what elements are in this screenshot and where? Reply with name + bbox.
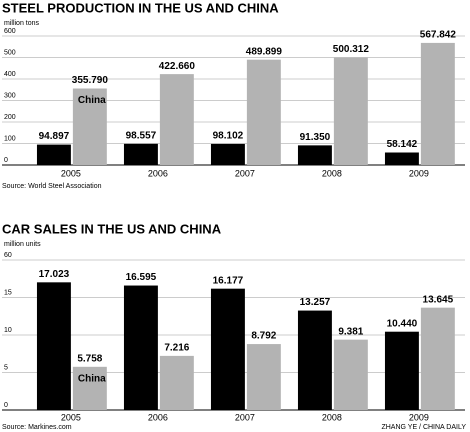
value-label: 16.177 (213, 275, 244, 286)
bar (246, 344, 281, 410)
bar (333, 57, 368, 165)
value-label: 422.660 (159, 61, 196, 72)
bar (420, 42, 455, 165)
bar (36, 144, 71, 165)
value-label: 500.312 (333, 44, 370, 55)
x-tick-label: 2006 (148, 412, 168, 422)
credit: ZHANG YE / CHINA DAILY (381, 424, 466, 431)
bar (36, 282, 71, 410)
x-tick-label: 2008 (322, 168, 342, 178)
value-label: 7.216 (164, 343, 189, 354)
value-label: 98.557 (126, 130, 157, 141)
value-label: 91.350 (300, 132, 331, 143)
value-label: 9.381 (338, 326, 363, 337)
x-tick-label: 2007 (235, 168, 255, 178)
y-tick-label: 400 (4, 71, 16, 78)
y-tick-label: 0 (4, 157, 8, 164)
y-tick-label: 300 (4, 92, 16, 99)
value-label: 8.792 (251, 331, 276, 342)
y-tick-label: 600 (4, 28, 16, 35)
y-tick-label: 0 (4, 402, 8, 409)
chart-title: STEEL PRODUCTION IN THE US AND CHINA (2, 0, 279, 15)
y-tick-label: 500 (4, 49, 16, 56)
subtitle: million tons (4, 20, 40, 27)
y-tick-label: 60 (4, 252, 12, 259)
value-label: 94.897 (39, 131, 70, 142)
bar (297, 145, 332, 165)
x-tick-label: 2008 (322, 412, 342, 422)
value-label: 489.899 (246, 46, 283, 57)
value-label: 13.645 (423, 294, 454, 305)
bar (420, 307, 455, 410)
bar (159, 74, 194, 165)
value-label: 567.842 (420, 30, 457, 41)
bar (72, 366, 107, 410)
x-tick-label: 2009 (409, 412, 429, 422)
bar (333, 339, 368, 410)
bar (159, 355, 194, 410)
bar (384, 152, 419, 165)
x-tick-label: 2009 (409, 168, 429, 178)
x-tick-label: 2005 (61, 168, 81, 178)
x-tick-label: 2007 (235, 412, 255, 422)
y-tick-label: 100 (4, 135, 16, 142)
legend-label: China (78, 373, 106, 384)
legend-label: US (41, 395, 55, 406)
value-label: 13.257 (300, 297, 331, 308)
bar (72, 88, 107, 165)
y-tick-label: 10 (4, 327, 12, 334)
value-label: 17.023 (39, 269, 70, 280)
source: Source: World Steel Association (2, 183, 102, 190)
value-label: 58.142 (387, 139, 418, 150)
source: Source: Markines.com (2, 424, 72, 431)
bar (246, 59, 281, 165)
x-tick-label: 2006 (148, 168, 168, 178)
value-label: 355.790 (72, 75, 109, 86)
subtitle: million units (4, 241, 41, 248)
y-tick-label: 5 (4, 364, 8, 371)
y-tick-label: 200 (4, 114, 16, 121)
bar (384, 331, 419, 410)
y-tick-label: 15 (4, 289, 12, 296)
bar (123, 143, 158, 165)
value-label: 10.440 (387, 318, 418, 329)
bar (297, 310, 332, 410)
bar (210, 288, 245, 410)
bar (123, 285, 158, 410)
legend-label: US (41, 150, 55, 161)
value-label: 5.758 (77, 353, 102, 364)
value-label: 16.595 (126, 272, 157, 283)
bar (210, 143, 245, 165)
legend-label: China (78, 95, 106, 106)
value-label: 98.102 (213, 131, 244, 142)
x-tick-label: 2005 (61, 412, 81, 422)
chart-title: CAR SALES IN THE US AND CHINA (2, 221, 222, 236)
